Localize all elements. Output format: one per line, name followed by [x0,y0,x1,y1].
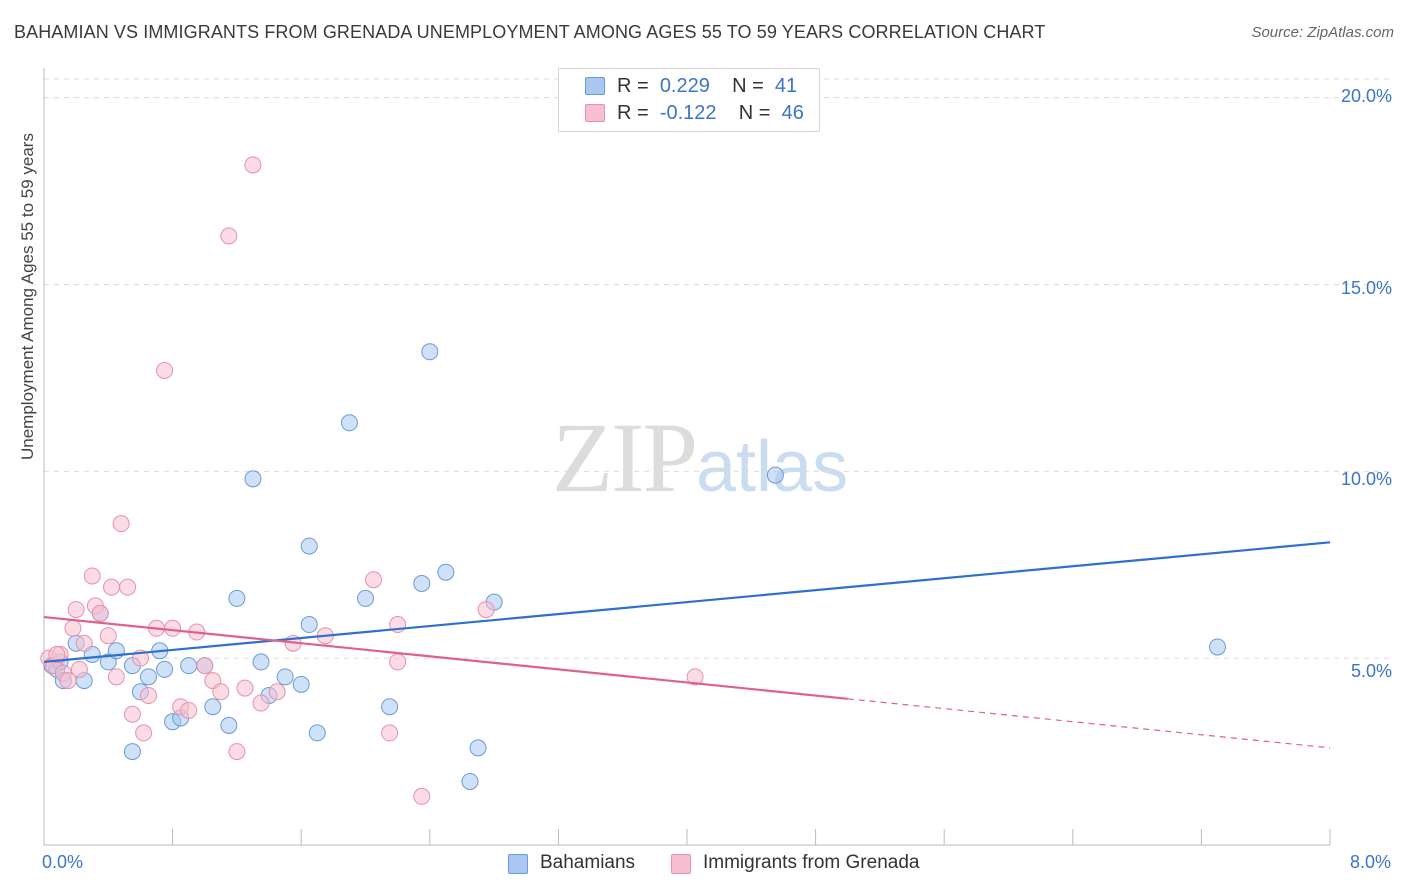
legend-n-label: N = [738,102,771,124]
data-point [164,619,182,637]
data-point [381,698,399,716]
watermark-zip: ZIP [552,402,698,513]
data-point [252,694,270,712]
data-point [469,739,487,757]
data-point [91,604,109,622]
data-point [244,156,262,174]
legend-r-label: R = [617,75,649,97]
legend-r-value: 0.229 [659,75,710,97]
watermark-atlas: atlas [696,427,849,507]
data-point [220,716,238,734]
data-point [437,563,455,581]
data-point [268,683,286,701]
data-point [308,724,326,742]
data-point [381,724,399,742]
data-point [236,679,254,697]
data-point [686,668,704,686]
chart-source: Source: ZipAtlas.com [1251,24,1394,41]
data-point [244,470,262,488]
legend-r-value: -0.122 [659,102,717,124]
x-tick-label: 0.0% [42,852,84,872]
data-point [292,675,310,693]
data-point [204,698,222,716]
legend-swatch-bahamians [585,77,605,95]
data-point [123,705,141,723]
legend-r-label: R = [617,102,649,124]
data-point [83,567,101,585]
bottom-legend-label: Bahamians [540,852,636,873]
y-tick-label: 15.0% [1340,278,1392,298]
bottom-legend-label: Immigrants from Grenada [703,852,920,873]
data-point [112,515,130,533]
trend-line-grenada [43,615,848,700]
data-point [477,601,495,619]
y-tick-label: 10.0% [1340,469,1392,489]
data-point [103,578,121,596]
data-point [228,589,246,607]
legend-n-value: 41 [774,75,798,97]
y-tick-label: 20.0% [1340,86,1392,106]
data-point [365,571,383,589]
y-tick-label: 5.0% [1350,661,1392,681]
data-point [180,701,198,719]
data-point [119,578,137,596]
data-point [300,616,318,634]
bottom-legend-swatch [508,854,528,874]
data-point [413,787,431,805]
data-point [139,668,157,686]
legend-n-value: 46 [781,102,804,124]
data-point [48,645,66,663]
data-point [389,653,407,671]
chart-title: BAHAMIAN VS IMMIGRANTS FROM GRENADA UNEM… [14,22,1046,42]
data-point [228,743,246,761]
data-point [276,668,294,686]
data-point [766,466,784,484]
data-point [135,724,153,742]
watermark: ZIPatlas [552,400,848,515]
data-point [180,657,198,675]
data-point [461,772,479,790]
data-point [67,601,85,619]
data-point [123,743,141,761]
x-tick-label: 8.0% [1350,852,1392,872]
data-point [1208,638,1226,656]
data-point [64,619,82,637]
legend-swatch-grenada [585,104,605,122]
data-point [196,657,214,675]
data-point [300,537,318,555]
legend-n-label: N = [732,75,764,97]
data-point [252,653,270,671]
data-point [340,414,358,432]
data-point [107,668,125,686]
data-point [421,343,439,361]
data-point [59,672,77,690]
data-point [75,634,93,652]
data-point [212,683,230,701]
trend-line-grenada-extension [847,698,1331,749]
correlation-legend: R = 0.229 N = 41 R = -0.122 N = 46 [558,68,820,132]
bottom-legend-swatch [671,854,691,874]
data-point [357,589,374,607]
data-point [220,227,238,245]
y-axis-label: Unemployment Among Ages 55 to 59 years [18,133,37,460]
trend-line-bahamians [43,541,1331,664]
data-point [156,361,174,379]
data-point [156,660,174,678]
data-point [413,574,431,592]
data-point [70,660,88,678]
data-point [139,687,157,705]
data-point [99,627,117,645]
